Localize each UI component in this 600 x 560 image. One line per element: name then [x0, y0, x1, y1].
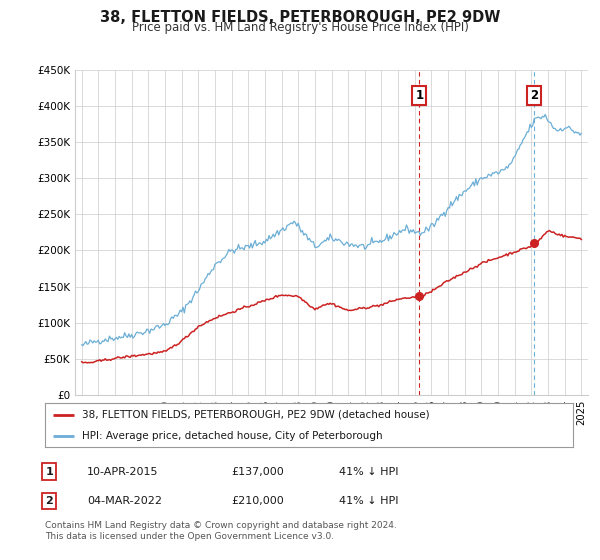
Text: 38, FLETTON FIELDS, PETERBOROUGH, PE2 9DW: 38, FLETTON FIELDS, PETERBOROUGH, PE2 9D… [100, 10, 500, 25]
Text: £137,000: £137,000 [231, 466, 284, 477]
Text: This data is licensed under the Open Government Licence v3.0.: This data is licensed under the Open Gov… [45, 532, 334, 541]
Text: Price paid vs. HM Land Registry's House Price Index (HPI): Price paid vs. HM Land Registry's House … [131, 21, 469, 34]
Text: 38, FLETTON FIELDS, PETERBOROUGH, PE2 9DW (detached house): 38, FLETTON FIELDS, PETERBOROUGH, PE2 9D… [82, 410, 430, 420]
Text: HPI: Average price, detached house, City of Peterborough: HPI: Average price, detached house, City… [82, 431, 383, 441]
Text: Contains HM Land Registry data © Crown copyright and database right 2024.: Contains HM Land Registry data © Crown c… [45, 521, 397, 530]
Text: 2: 2 [530, 89, 538, 102]
Text: 2: 2 [46, 496, 53, 506]
Text: 10-APR-2015: 10-APR-2015 [87, 466, 158, 477]
Text: 1: 1 [46, 466, 53, 477]
Text: £210,000: £210,000 [231, 496, 284, 506]
Text: 41% ↓ HPI: 41% ↓ HPI [339, 466, 398, 477]
Text: 04-MAR-2022: 04-MAR-2022 [87, 496, 162, 506]
Text: 41% ↓ HPI: 41% ↓ HPI [339, 496, 398, 506]
Text: 1: 1 [415, 89, 424, 102]
